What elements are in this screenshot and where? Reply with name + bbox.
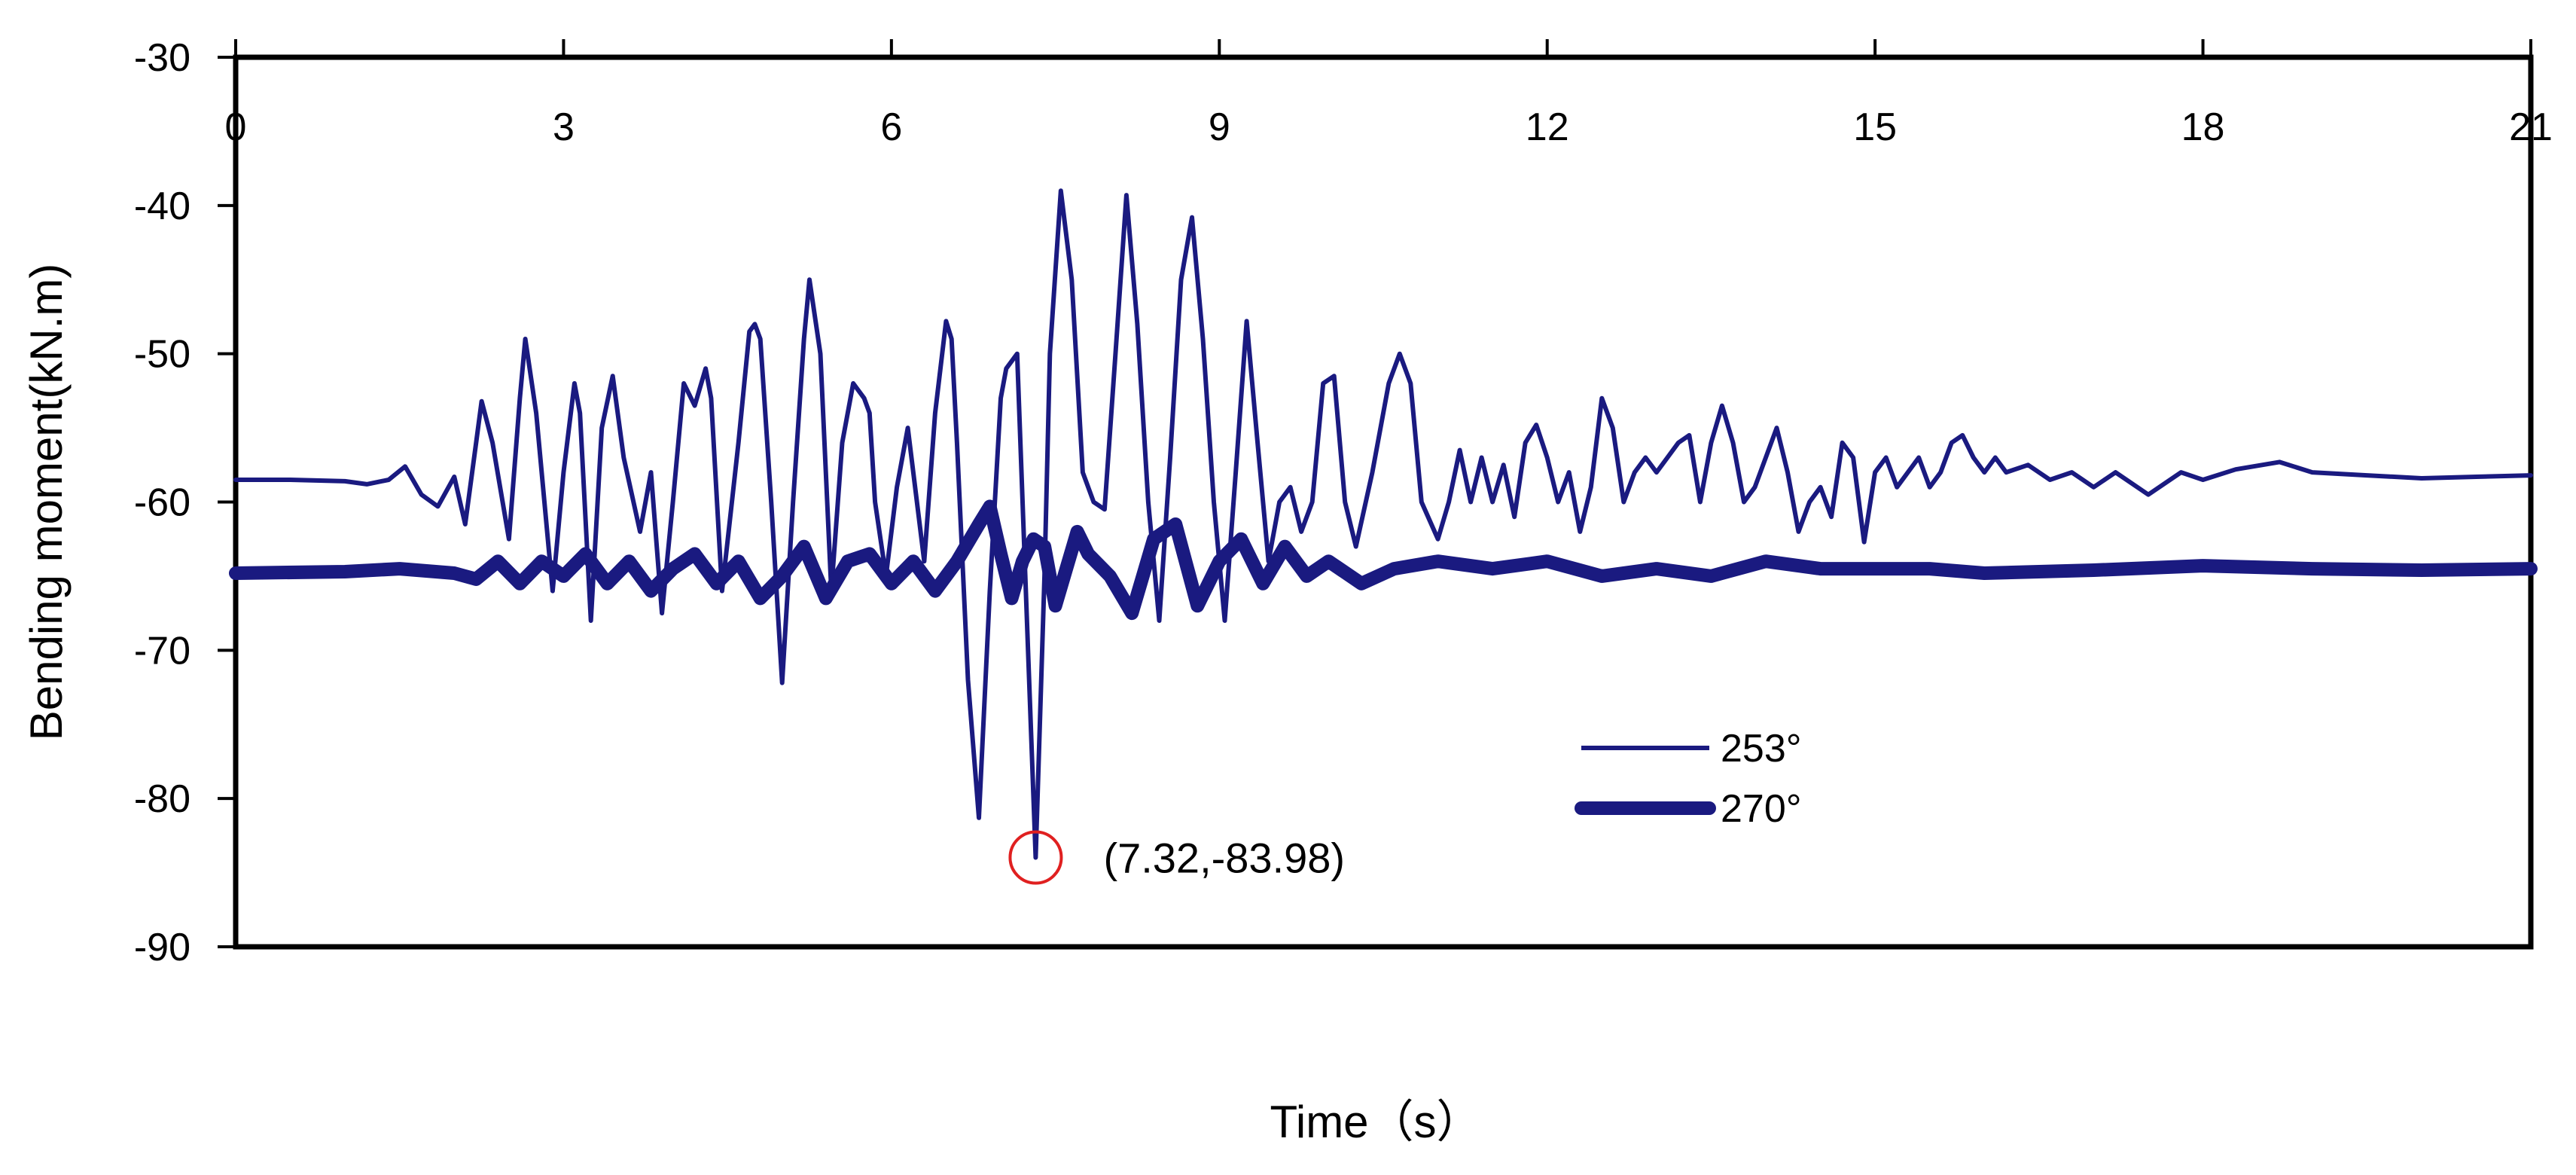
y-tick-label: -80 <box>134 777 191 821</box>
series-line-253 <box>233 188 2533 860</box>
x-tick-label: 21 <box>2509 105 2553 149</box>
x-tick-label: 9 <box>1209 105 1230 149</box>
annotation-layer: (7.32,-83.98) <box>1008 830 1345 885</box>
series-line-270 <box>229 499 2538 621</box>
x-tick-label: 6 <box>880 105 902 149</box>
x-tick-label: 18 <box>2181 105 2225 149</box>
series-layer <box>229 188 2538 860</box>
y-axis-title: Bending moment(kN.m) <box>21 264 72 741</box>
y-tick-label: -60 <box>134 481 191 525</box>
legend-label-253: 253° <box>1721 727 1802 771</box>
y-tick-label: -50 <box>134 333 191 377</box>
y-tick-label: -30 <box>134 36 191 80</box>
x-tick-label: 3 <box>553 105 575 149</box>
x-axis-ticks: 0 3 6 9 12 15 18 21 <box>225 39 2553 149</box>
x-axis-title: Time（s） <box>1270 1097 1481 1147</box>
y-tick-label: -70 <box>134 629 191 673</box>
x-tick-label: 15 <box>1853 105 1897 149</box>
legend-label-270: 270° <box>1721 787 1802 831</box>
y-axis-ticks: -30 -40 -50 -60 -70 -80 -90 <box>134 36 236 969</box>
legend: 253° 270° <box>1575 727 1802 831</box>
annotation-label: (7.32,-83.98) <box>1103 835 1345 882</box>
plot-area-frame <box>233 54 2534 950</box>
y-tick-label: -90 <box>134 926 191 969</box>
x-tick-label: 12 <box>1526 105 1569 149</box>
y-tick-label: -40 <box>134 185 191 228</box>
x-tick-label: 0 <box>225 105 247 149</box>
annotation-marker-circle <box>1008 830 1063 885</box>
